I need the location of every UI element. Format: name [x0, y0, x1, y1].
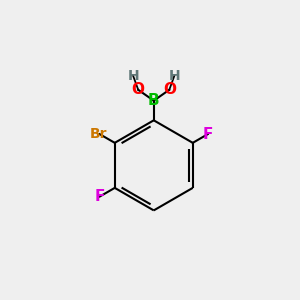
Text: O: O	[163, 82, 176, 97]
Text: B: B	[148, 93, 160, 108]
Text: F: F	[202, 127, 213, 142]
Text: F: F	[94, 189, 105, 204]
Text: H: H	[127, 69, 139, 83]
Text: H: H	[169, 69, 180, 83]
Text: O: O	[132, 82, 145, 97]
Text: Br: Br	[90, 127, 107, 141]
